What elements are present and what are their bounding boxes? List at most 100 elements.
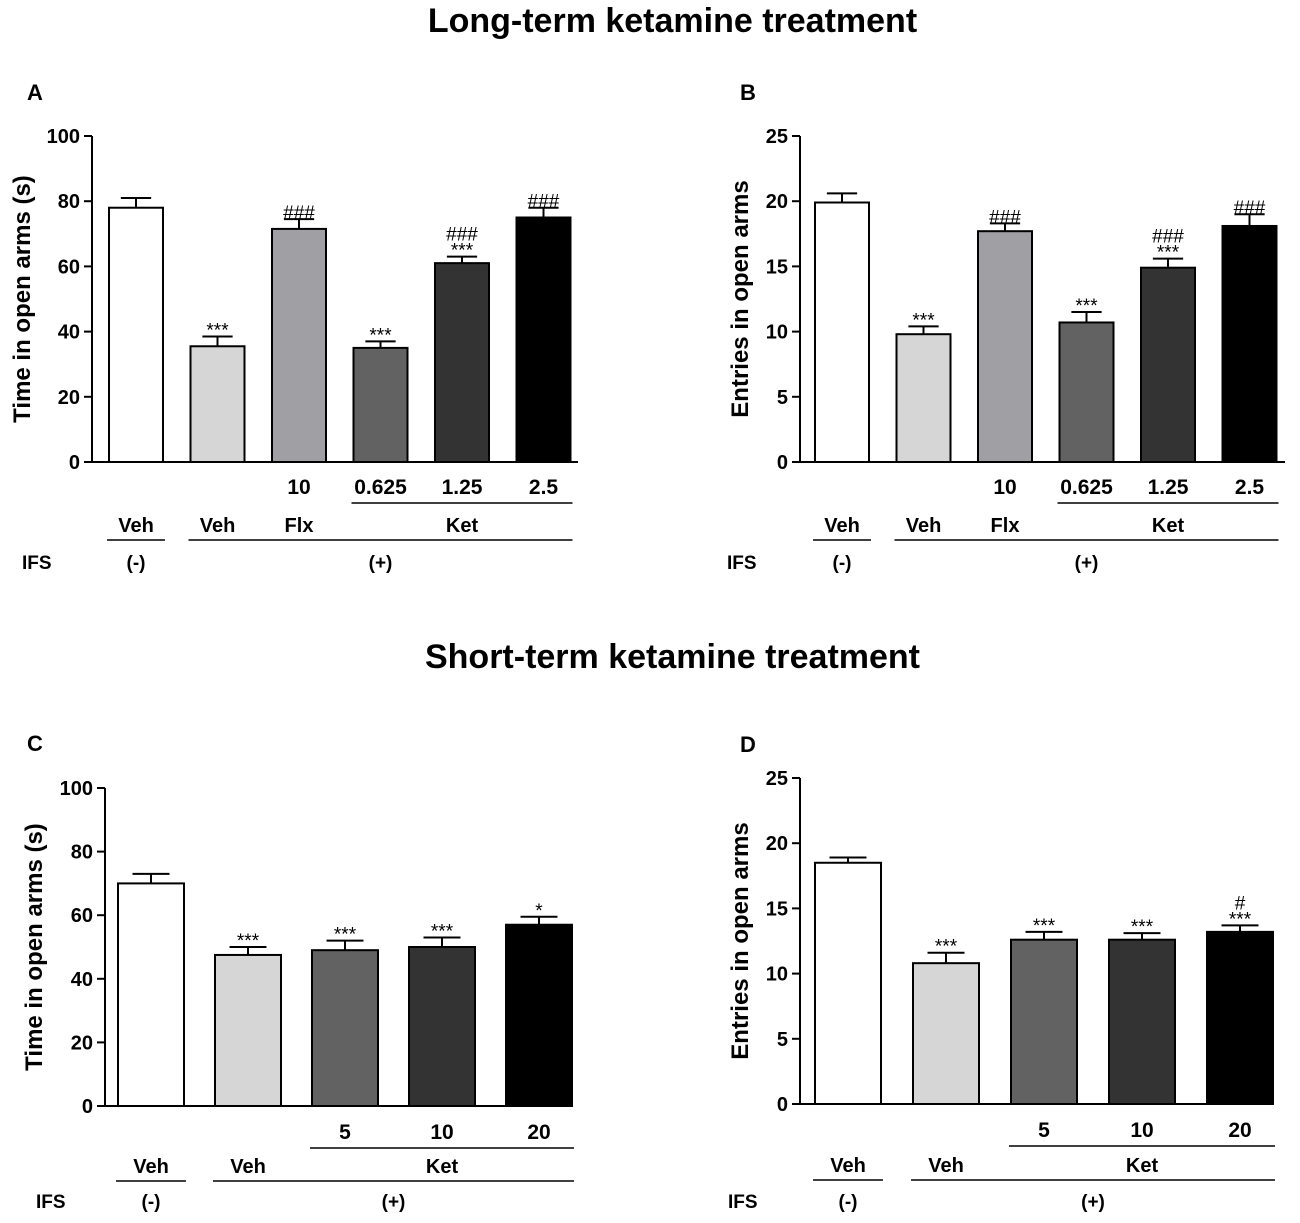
y-tick-label: 60: [58, 256, 80, 278]
significance-label: *: [535, 901, 543, 922]
y-axis-label: Time in open arms (s): [9, 175, 36, 423]
dose-label: 10: [1130, 1119, 1153, 1142]
bar: [1058, 321, 1115, 463]
significance-label: ###: [1234, 198, 1266, 219]
bar: [117, 882, 185, 1108]
y-tick-label: 25: [766, 126, 788, 148]
significance-label: ***: [912, 310, 935, 331]
group-label-veh-ifs: Veh: [906, 515, 942, 537]
bar: [1108, 938, 1176, 1105]
bar: [814, 861, 882, 1106]
y-tick-label: 0: [777, 452, 788, 474]
y-tick-label: 10: [766, 964, 788, 986]
y-axis-label: Entries in open arms: [727, 180, 754, 417]
significance-label: ***: [431, 921, 454, 942]
significance-label: ###: [528, 192, 560, 213]
chart-panel-d: D Entries in open arms 0 5 10 15 20 25 *** *** 5 **…: [727, 732, 1275, 1213]
significance-label: ***: [206, 320, 229, 341]
significance-label: #: [1235, 893, 1246, 914]
significance-label: ***: [451, 241, 474, 262]
dose-label: 1.25: [442, 476, 483, 499]
group-label-ket: Ket: [426, 1156, 459, 1178]
significance-label: ***: [237, 931, 260, 952]
bar: [311, 949, 379, 1107]
ifs-positive-label: (+): [1081, 1192, 1105, 1213]
bar: [271, 227, 327, 463]
group-label-veh-control: Veh: [830, 1155, 866, 1177]
significance-label: ***: [1131, 917, 1154, 938]
panel-letter: C: [27, 731, 43, 756]
y-tick-label: 80: [71, 842, 93, 864]
ifs-positive-label: (+): [369, 553, 393, 574]
ifs-positive-label: (+): [1075, 553, 1099, 574]
bar: [1206, 930, 1274, 1106]
significance-label: ###: [283, 203, 315, 224]
section-title-short-term: Short-term ketamine treatment: [424, 638, 920, 676]
dose-label: 1.25: [1148, 476, 1189, 499]
dose-label: 2.5: [1235, 476, 1265, 499]
y-axis-label: Entries in open arms: [727, 822, 754, 1059]
y-tick-label: 40: [71, 969, 93, 991]
significance-label: ###: [446, 225, 478, 246]
significance-label: ***: [1157, 243, 1180, 264]
panel-letter: B: [740, 80, 756, 105]
ifs-negative-label: (-): [127, 553, 146, 574]
significance-label: ***: [935, 937, 958, 958]
y-tick-label: 40: [58, 322, 80, 344]
bar: [434, 262, 490, 464]
dose-label: 5: [1038, 1119, 1050, 1142]
bar: [408, 946, 476, 1107]
ifs-positive-label: (+): [382, 1192, 406, 1213]
group-label-veh-control: Veh: [133, 1156, 169, 1178]
significance-label: ***: [334, 925, 357, 946]
group-label-veh-ifs: Veh: [230, 1156, 266, 1178]
ifs-label: IFS: [36, 1192, 66, 1213]
group-label-flx: Flx: [285, 515, 314, 537]
group-label-ket: Ket: [446, 515, 479, 537]
y-tick-label: 0: [777, 1094, 788, 1116]
y-tick-label: 20: [58, 387, 80, 409]
bar: [977, 230, 1033, 463]
ifs-negative-label: (-): [142, 1192, 161, 1213]
bar: [352, 346, 409, 463]
significance-label: ***: [1033, 916, 1056, 937]
dose-label: 5: [339, 1121, 351, 1144]
y-tick-label: 100: [47, 126, 80, 148]
bar: [895, 333, 952, 464]
panel-letter: D: [740, 732, 756, 757]
ifs-negative-label: (-): [833, 553, 852, 574]
panel-letter: A: [27, 80, 43, 105]
bar: [108, 206, 164, 463]
y-tick-label: 25: [766, 768, 788, 790]
significance-label: ###: [989, 207, 1021, 228]
ifs-label: IFS: [22, 553, 52, 574]
section-title-long-term: Long-term ketamine treatment: [427, 2, 918, 40]
dose-label: 0.625: [1060, 476, 1113, 499]
y-tick-label: 15: [766, 898, 788, 920]
bar: [1140, 266, 1196, 464]
y-tick-label: 0: [69, 452, 80, 474]
dose-label: 0.625: [354, 476, 407, 499]
y-tick-label: 20: [766, 191, 788, 213]
y-tick-label: 15: [766, 256, 788, 278]
bar: [505, 923, 573, 1107]
y-tick-label: 10: [766, 322, 788, 344]
y-tick-label: 0: [82, 1096, 93, 1118]
y-tick-label: 20: [766, 833, 788, 855]
group-label-ket: Ket: [1152, 515, 1185, 537]
dose-label: 20: [527, 1121, 550, 1144]
y-tick-label: 5: [777, 1029, 788, 1051]
bar: [214, 953, 282, 1108]
significance-label: ***: [1075, 296, 1098, 317]
y-tick-label: 20: [71, 1032, 93, 1054]
bar: [1010, 938, 1078, 1105]
ifs-label: IFS: [727, 553, 757, 574]
y-axis-label: Time in open arms (s): [21, 823, 48, 1071]
bar: [1221, 224, 1278, 463]
y-tick-label: 60: [71, 905, 93, 927]
group-label-ket: Ket: [1126, 1155, 1159, 1177]
